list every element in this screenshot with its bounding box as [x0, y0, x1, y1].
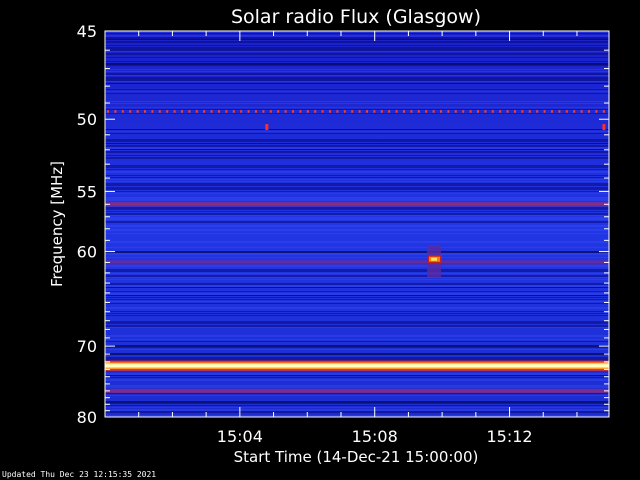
axes: 45 50 55 60 70 80 15:04 15:08 15:12: [77, 22, 609, 446]
x-tick-label-15:12: 15:12: [486, 427, 532, 446]
plot-area: [105, 31, 609, 417]
y-tick-label-55: 55: [77, 182, 97, 201]
y-tick-label-60: 60: [77, 243, 97, 262]
feature-burst-0: [427, 245, 443, 278]
feature-spot-1: [265, 124, 269, 131]
plot-frame: [104, 30, 610, 418]
chart-title: Solar radio Flux (Glasgow): [231, 6, 481, 28]
band-weak-4: [105, 388, 609, 393]
updated-timestamp: Updated Thu Dec 23 12:15:35 2021: [2, 470, 157, 479]
band-strong-0: [105, 360, 609, 371]
y-tick-label-50: 50: [77, 110, 97, 129]
feature-spot-2: [602, 124, 606, 131]
band-weak-2: [105, 202, 609, 207]
band-dotted-1: [107, 110, 605, 113]
x-axis-label: Start Time (14-Dec-21 15:00:00): [234, 448, 479, 466]
band-weak-3: [105, 260, 609, 265]
y-tick-label-45: 45: [77, 22, 97, 41]
x-tick-label-15:04: 15:04: [217, 427, 263, 446]
heatmap-background: [105, 31, 609, 417]
y-tick-label-70: 70: [77, 337, 97, 356]
x-tick-label-15:08: 15:08: [352, 427, 398, 446]
y-tick-label-80: 80: [77, 408, 97, 427]
y-axis-label: Frequency [MHz]: [48, 161, 66, 287]
